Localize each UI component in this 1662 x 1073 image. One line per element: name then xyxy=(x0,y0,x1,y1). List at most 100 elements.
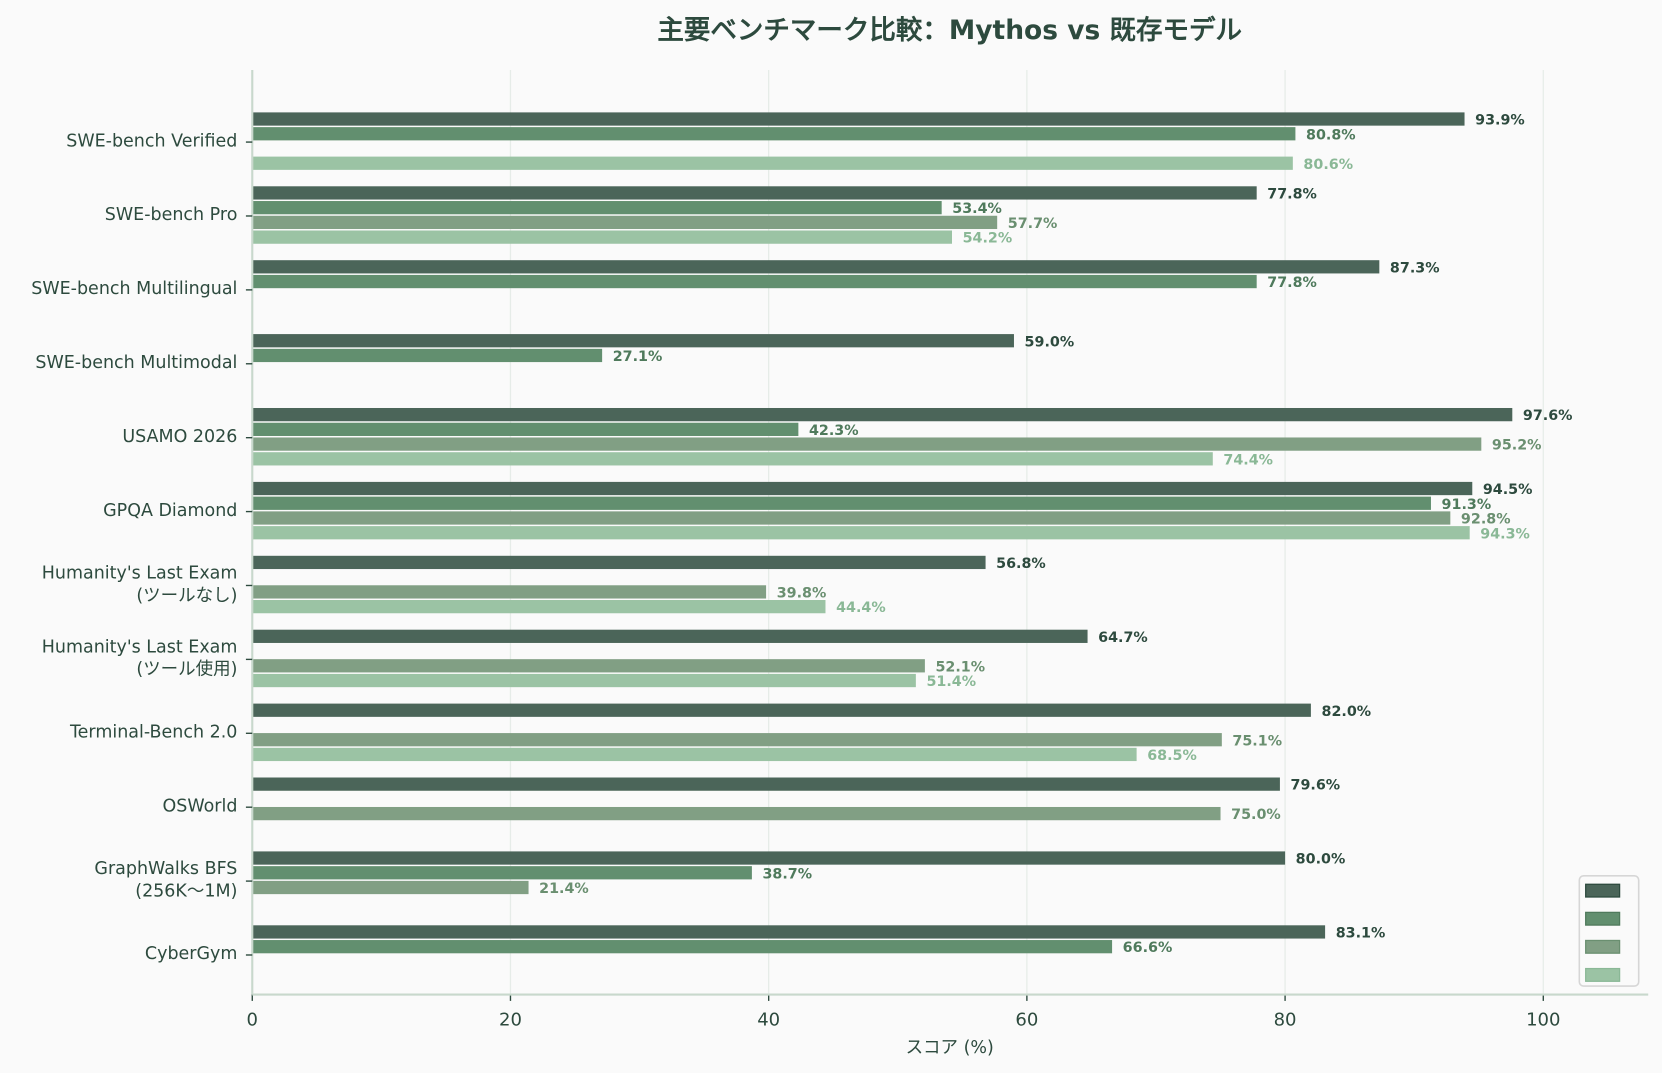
y-axis-labels: SWE-bench Verified SWE-bench Pro SWE-bench… xyxy=(31,131,237,964)
bar xyxy=(252,851,1286,865)
bar xyxy=(252,866,752,880)
bar xyxy=(252,201,942,215)
value-label: 91.3% xyxy=(1442,497,1492,513)
y-category-label: SWE-bench Pro xyxy=(105,205,238,225)
value-label: 51.4% xyxy=(926,674,976,690)
value-label: 93.9% xyxy=(1475,113,1525,129)
value-label: 80.6% xyxy=(1303,157,1353,173)
x-axis-label: スコア (%) xyxy=(906,1038,994,1058)
axes: 0 20 40 60 80 100 xyxy=(245,69,1649,1030)
bar xyxy=(252,585,767,599)
value-label: 39.8% xyxy=(777,585,827,601)
value-label: 83.1% xyxy=(1336,925,1386,941)
bars: 93.9% 80.8% 80.6% 77.8% 53.4% 57.7%54.2% 87.3%… xyxy=(252,112,1573,956)
value-label: 75.0% xyxy=(1231,807,1281,823)
bar xyxy=(252,511,1451,525)
value-label: 44.4% xyxy=(836,600,886,616)
value-label: 64.7% xyxy=(1098,630,1148,646)
value-label: 87.3% xyxy=(1390,260,1440,276)
bar xyxy=(252,112,1465,126)
y-category-label: GraphWalks BFS (256K〜1M) xyxy=(94,859,237,901)
value-label: 94.3% xyxy=(1480,526,1530,542)
x-tick-label: 20 xyxy=(499,1009,522,1030)
bar xyxy=(252,526,1470,540)
value-label: 75.1% xyxy=(1232,733,1282,749)
value-label: 80.8% xyxy=(1306,127,1356,143)
bar xyxy=(252,452,1213,466)
value-label: 21.4% xyxy=(539,881,589,897)
bar xyxy=(252,880,529,895)
legend-swatch xyxy=(1585,883,1621,898)
legend xyxy=(1578,874,1640,987)
y-category-label: CyberGym xyxy=(145,944,238,964)
bar xyxy=(252,215,998,230)
x-tick-label: 40 xyxy=(757,1009,780,1030)
y-category-label: SWE-bench Multimodal xyxy=(35,353,237,373)
bar xyxy=(252,659,925,673)
x-tick-label: 0 xyxy=(247,1009,258,1030)
y-category-label: SWE-bench Verified xyxy=(66,131,237,151)
bar xyxy=(252,274,1257,289)
value-label: 56.8% xyxy=(996,556,1046,572)
bar xyxy=(252,703,1311,717)
x-tick-label: 80 xyxy=(1274,1009,1297,1030)
value-label: 77.8% xyxy=(1267,275,1317,291)
value-label: 94.5% xyxy=(1483,482,1533,498)
bar xyxy=(252,334,1014,348)
value-label: 52.1% xyxy=(935,659,985,675)
chart-title: 主要ベンチマーク比較：Mythos vs 既存モデル xyxy=(657,15,1242,46)
value-label: 97.6% xyxy=(1523,408,1573,424)
bar xyxy=(252,407,1513,422)
bar xyxy=(252,481,1473,496)
bar xyxy=(252,629,1088,643)
y-category-label: Humanity's Last Exam (ツール使用) xyxy=(42,637,238,679)
value-label: 77.8% xyxy=(1267,186,1317,202)
y-category-label: SWE-bench Multilingual xyxy=(31,279,237,299)
legend-swatch xyxy=(1585,967,1621,982)
bar xyxy=(252,230,952,244)
value-label: 38.7% xyxy=(762,866,812,882)
y-category-label: GPQA Diamond xyxy=(103,501,237,521)
bar xyxy=(252,496,1431,510)
bar xyxy=(252,348,603,363)
value-label: 80.0% xyxy=(1296,852,1346,868)
bar xyxy=(252,555,986,570)
value-label: 74.4% xyxy=(1223,452,1273,468)
y-category-label: USAMO 2026 xyxy=(122,427,237,447)
bar xyxy=(252,925,1326,939)
bar xyxy=(252,733,1222,747)
bar xyxy=(252,127,1296,141)
bar xyxy=(252,600,826,614)
x-tick-label: 100 xyxy=(1526,1009,1560,1030)
value-label: 27.1% xyxy=(613,349,663,365)
y-category-label: Humanity's Last Exam (ツールなし) xyxy=(42,564,238,606)
value-label: 53.4% xyxy=(952,201,1002,217)
legend-swatch xyxy=(1585,939,1621,954)
y-category-label: Terminal-Bench 2.0 xyxy=(69,723,237,743)
bar xyxy=(252,747,1137,762)
legend-swatch xyxy=(1585,911,1621,926)
value-label: 57.7% xyxy=(1008,216,1058,232)
value-label: 95.2% xyxy=(1492,438,1542,454)
bar xyxy=(252,940,1113,954)
value-label: 54.2% xyxy=(963,231,1013,247)
bar xyxy=(252,673,916,688)
value-label: 42.3% xyxy=(809,423,859,439)
value-label: 82.0% xyxy=(1322,704,1372,720)
bar xyxy=(252,422,799,436)
value-label: 68.5% xyxy=(1147,748,1197,764)
x-tick-label: 60 xyxy=(1015,1009,1038,1030)
bar xyxy=(252,156,1293,170)
value-label: 66.6% xyxy=(1123,940,1173,956)
bar xyxy=(252,437,1482,451)
legend-box xyxy=(1578,874,1640,987)
value-label: 79.6% xyxy=(1291,778,1341,794)
value-label: 92.8% xyxy=(1461,512,1511,528)
bar xyxy=(252,186,1257,200)
y-category-label: OSWorld xyxy=(162,796,237,816)
bar xyxy=(252,806,1221,821)
bar xyxy=(252,777,1280,791)
bar xyxy=(252,260,1380,274)
value-label: 59.0% xyxy=(1025,334,1075,350)
